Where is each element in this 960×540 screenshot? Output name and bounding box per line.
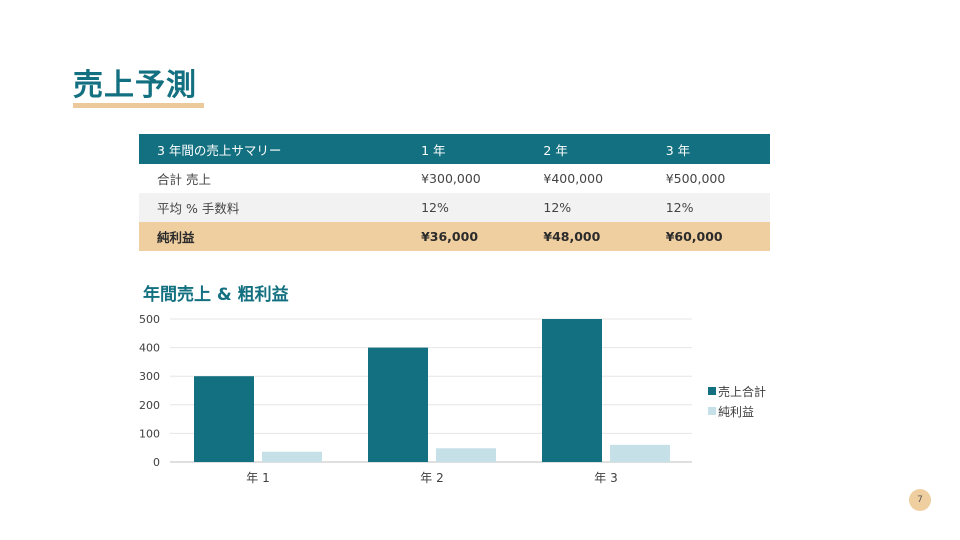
legend-item: 売上合計 xyxy=(708,381,766,401)
chart-title: 年間売上 & 粗利益 xyxy=(143,285,289,305)
y-tick-label: 500 xyxy=(139,313,160,326)
bar-net-profit xyxy=(610,444,670,462)
x-tick-label: 年 2 xyxy=(420,471,443,485)
legend-item: 純利益 xyxy=(708,401,766,421)
x-tick-label: 年 1 xyxy=(246,471,269,485)
table-cell: ¥300,000 xyxy=(403,164,526,193)
title-underline xyxy=(73,103,204,108)
bar-total-sales xyxy=(368,347,428,462)
y-tick-label: 300 xyxy=(139,370,160,383)
table-row: 平均 % 手数料 12% 12% 12% xyxy=(139,193,770,222)
y-tick-label: 200 xyxy=(139,399,160,412)
table-cell: 12% xyxy=(403,193,526,222)
table-header-row: 3 年間の売上サマリー 1 年 2 年 3 年 xyxy=(139,134,770,164)
x-tick-label: 年 3 xyxy=(594,471,617,485)
table-header-cell: 2 年 xyxy=(525,134,648,164)
bar-net-profit xyxy=(436,448,496,462)
table-header-cell: 3 年 xyxy=(647,134,770,164)
slide-title: 売上予測 xyxy=(73,68,197,103)
chart-legend: 売上合計 純利益 xyxy=(708,381,766,421)
legend-label: 純利益 xyxy=(718,404,755,419)
summary-table: 3 年間の売上サマリー 1 年 2 年 3 年 合計 売上 ¥300,000 ¥… xyxy=(139,134,770,251)
table-cell: ¥36,000 xyxy=(403,222,526,251)
legend-label: 売上合計 xyxy=(718,384,767,399)
legend-swatch xyxy=(708,407,716,415)
legend-swatch xyxy=(708,387,716,395)
table-header-cell: 3 年間の売上サマリー xyxy=(139,134,404,164)
y-tick-label: 100 xyxy=(139,427,160,440)
table-cell: 合計 売上 xyxy=(139,164,404,193)
table-cell: ¥60,000 xyxy=(647,222,770,251)
page-number: 7 xyxy=(909,489,931,511)
bar-total-sales xyxy=(194,376,254,462)
table-cell: 12% xyxy=(525,193,648,222)
y-tick-label: 0 xyxy=(153,456,160,469)
table-cell: 純利益 xyxy=(139,222,404,251)
table-cell: ¥400,000 xyxy=(525,164,648,193)
table-header-cell: 1 年 xyxy=(403,134,526,164)
table-cell: 平均 % 手数料 xyxy=(139,193,404,222)
bar-net-profit xyxy=(262,451,322,462)
table-cell: ¥500,000 xyxy=(647,164,770,193)
table-row: 合計 売上 ¥300,000 ¥400,000 ¥500,000 xyxy=(139,164,770,193)
table-row-total: 純利益 ¥36,000 ¥48,000 ¥60,000 xyxy=(139,222,770,251)
y-tick-label: 400 xyxy=(139,342,160,355)
table-cell: 12% xyxy=(647,193,770,222)
table-cell: ¥48,000 xyxy=(525,222,648,251)
bar-total-sales xyxy=(542,319,602,462)
